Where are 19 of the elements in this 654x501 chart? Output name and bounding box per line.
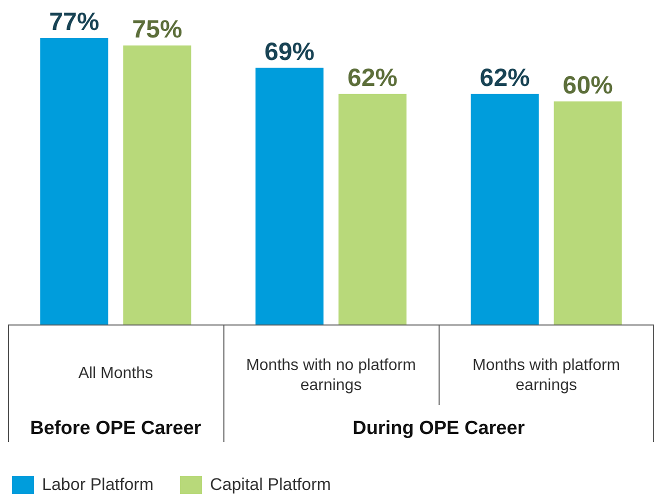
text: During OPE Career	[352, 418, 526, 439]
data-label: 62%	[347, 64, 398, 92]
x-tick-label: All Months	[78, 365, 154, 382]
data-label: 75%	[132, 15, 182, 44]
data-label: 77%	[49, 8, 100, 36]
text: Before OPE Career	[30, 418, 202, 439]
bar	[554, 101, 622, 325]
legend-label: Capital Platform	[210, 475, 331, 494]
data-label: 62%	[480, 64, 530, 92]
data-label: 69%	[264, 38, 315, 66]
data-label: 60%	[562, 71, 613, 100]
x-tick-label: Months with platform earnings	[472, 357, 620, 394]
bar	[470, 94, 539, 325]
legend-label: Labor Platform	[42, 475, 154, 494]
bar	[256, 68, 324, 325]
bar	[123, 45, 192, 325]
bar	[40, 38, 108, 325]
x-tick-label: Months with no platform earnings	[246, 357, 416, 394]
bar	[338, 94, 406, 325]
